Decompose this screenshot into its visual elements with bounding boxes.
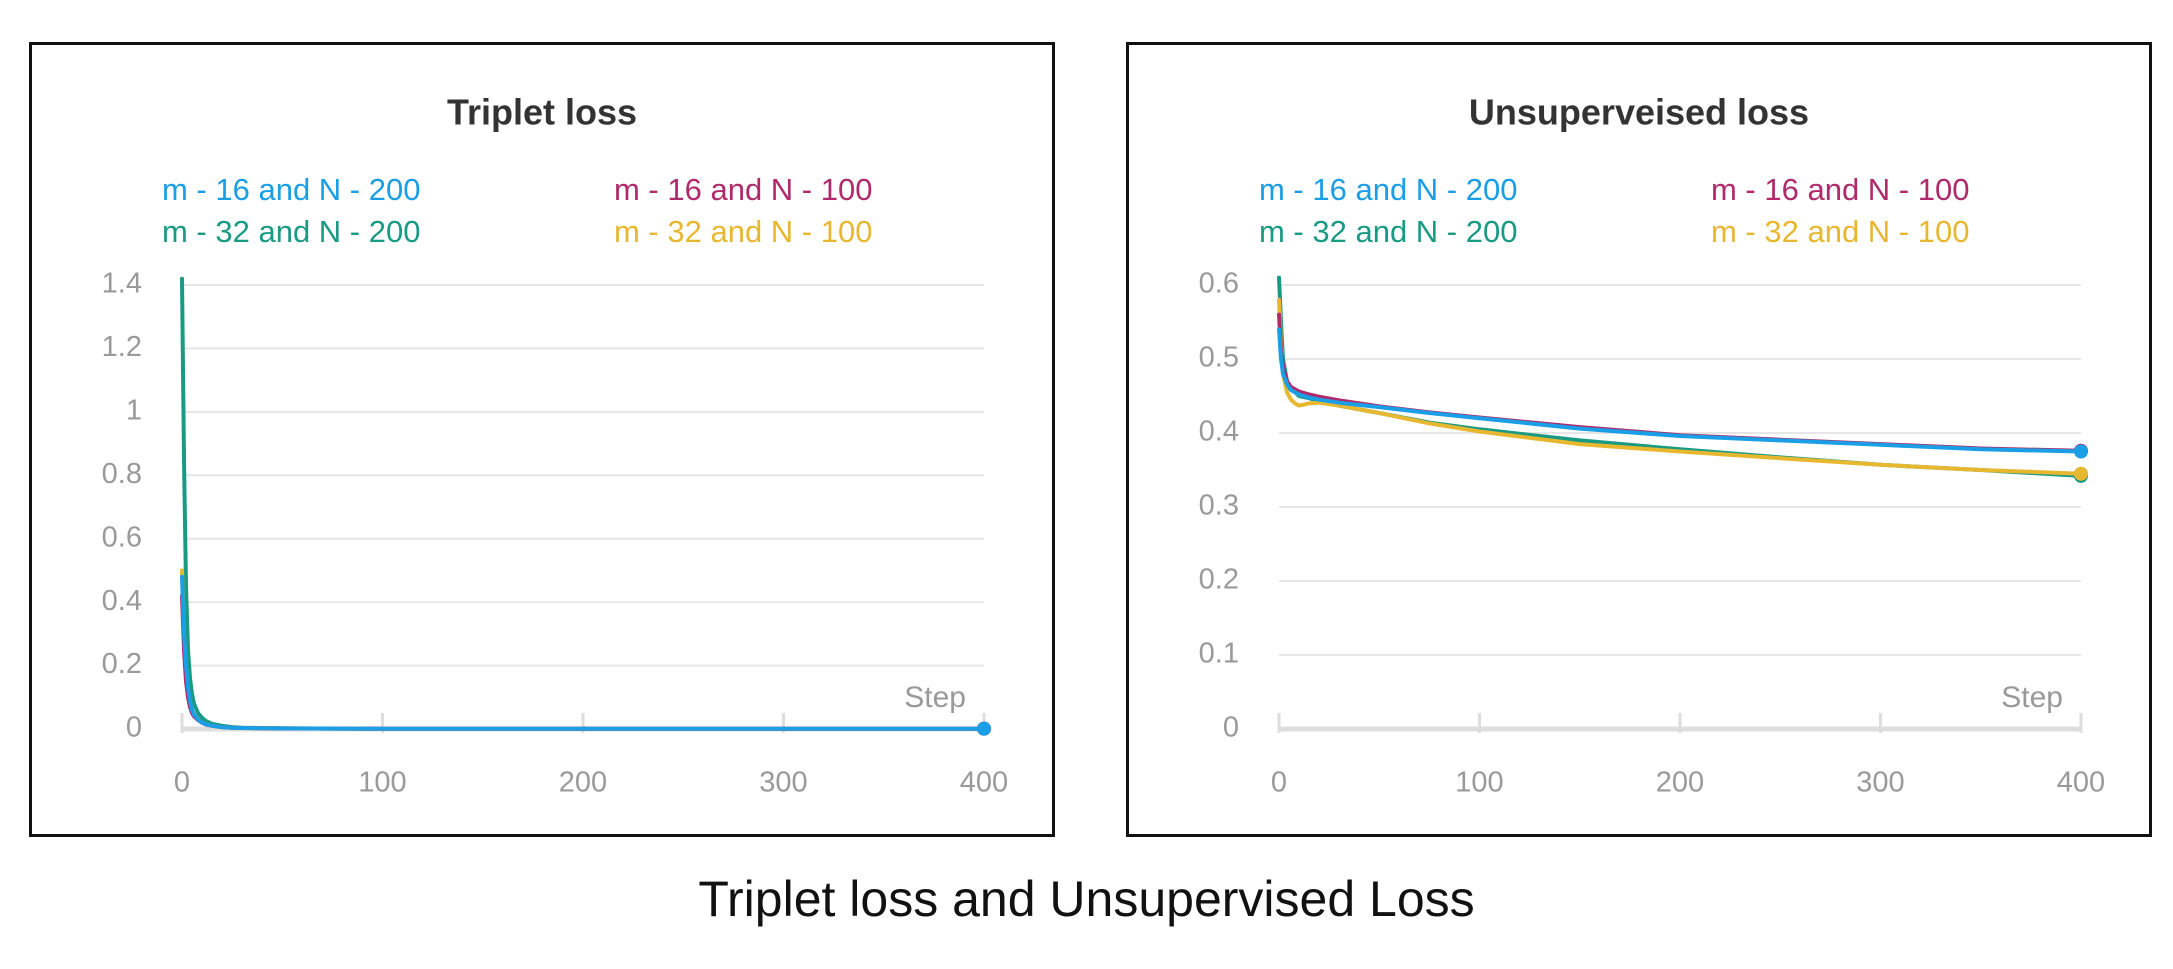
y-tick-label: 0.2 — [1199, 564, 1239, 596]
legend-item-m-32-and-n-200[interactable]: m - 32 and N - 200 — [162, 214, 420, 249]
y-tick-label: 1.4 — [102, 268, 142, 300]
series-endpoint-m-32-and-n-100 — [2074, 466, 2088, 481]
series-line-m-16-and-n-100 — [1277, 312, 2083, 453]
chart-title: Triplet loss — [447, 92, 637, 133]
y-tick-label: 0.3 — [1199, 490, 1239, 522]
series-line-m-16-and-n-200 — [1277, 327, 2083, 454]
x-tick-label: 400 — [2057, 767, 2105, 799]
y-tick-label: 0 — [126, 712, 142, 744]
legend-item-m-32-and-n-200[interactable]: m - 32 and N - 200 — [1259, 214, 1517, 249]
chart-title: Unsuperveised loss — [1469, 92, 1809, 133]
x-axis-label: Step — [904, 681, 966, 714]
triplet-loss-chart: Triplet loss m - 16 and N - 200 m - 16 and… — [102, 92, 1009, 799]
y-tick-label: 0.5 — [1199, 342, 1239, 374]
series-endpoint-m-16-and-n-200 — [977, 721, 991, 736]
x-tick-label: 0 — [1271, 767, 1287, 799]
y-tick-label: 0.4 — [1199, 416, 1239, 448]
legend-item-m-16-and-n-200[interactable]: m - 16 and N - 200 — [162, 172, 420, 207]
legend-item-m-32-and-n-100[interactable]: m - 32 and N - 100 — [614, 214, 872, 249]
series-line-m-16-and-n-100 — [180, 593, 986, 731]
x-tick-label: 200 — [559, 767, 607, 799]
x-tick-label: 300 — [759, 767, 807, 799]
figure-caption: Triplet loss and Unsupervised Loss — [698, 871, 1475, 927]
y-tick-label: 1.2 — [102, 331, 142, 363]
legend-item-m-16-and-n-200[interactable]: m - 16 and N - 200 — [1259, 172, 1517, 207]
series-line-m-16-and-n-200 — [180, 574, 986, 731]
unsupervised-loss-chart: Unsuperveised loss m - 16 and N - 200 m - … — [1199, 92, 2106, 799]
y-tick-label: 0.6 — [102, 521, 142, 553]
triplet-loss-chart-panel: Triplet loss m - 16 and N - 200 m - 16 and… — [29, 42, 1055, 837]
x-tick-label: 300 — [1856, 767, 1904, 799]
legend-item-m-16-and-n-100[interactable]: m - 16 and N - 100 — [614, 172, 872, 207]
series-line-m-32-and-n-100 — [180, 568, 986, 731]
y-tick-label: 0.1 — [1199, 638, 1239, 670]
series-line-m-32-and-n-200 — [180, 276, 986, 731]
x-tick-label: 0 — [174, 767, 190, 799]
x-tick-label: 400 — [960, 767, 1008, 799]
y-tick-label: 0.8 — [102, 458, 142, 490]
y-tick-label: 0.2 — [102, 648, 142, 680]
series-line-m-32-and-n-100 — [1277, 297, 2083, 476]
y-tick-label: 1 — [126, 395, 142, 427]
legend-item-m-32-and-n-100[interactable]: m - 32 and N - 100 — [1711, 214, 1969, 249]
series-endpoint-m-16-and-n-200 — [2074, 444, 2088, 459]
y-tick-label: 0.6 — [1199, 268, 1239, 300]
x-tick-label: 100 — [1455, 767, 1503, 799]
x-tick-label: 100 — [358, 767, 406, 799]
unsupervised-loss-chart-panel: Unsuperveised loss m - 16 and N - 200 m - … — [1126, 42, 2152, 837]
x-axis-label: Step — [2001, 681, 2063, 714]
y-tick-label: 0 — [1223, 712, 1239, 744]
x-tick-label: 200 — [1656, 767, 1704, 799]
y-tick-label: 0.4 — [102, 585, 142, 617]
legend-item-m-16-and-n-100[interactable]: m - 16 and N - 100 — [1711, 172, 1969, 207]
